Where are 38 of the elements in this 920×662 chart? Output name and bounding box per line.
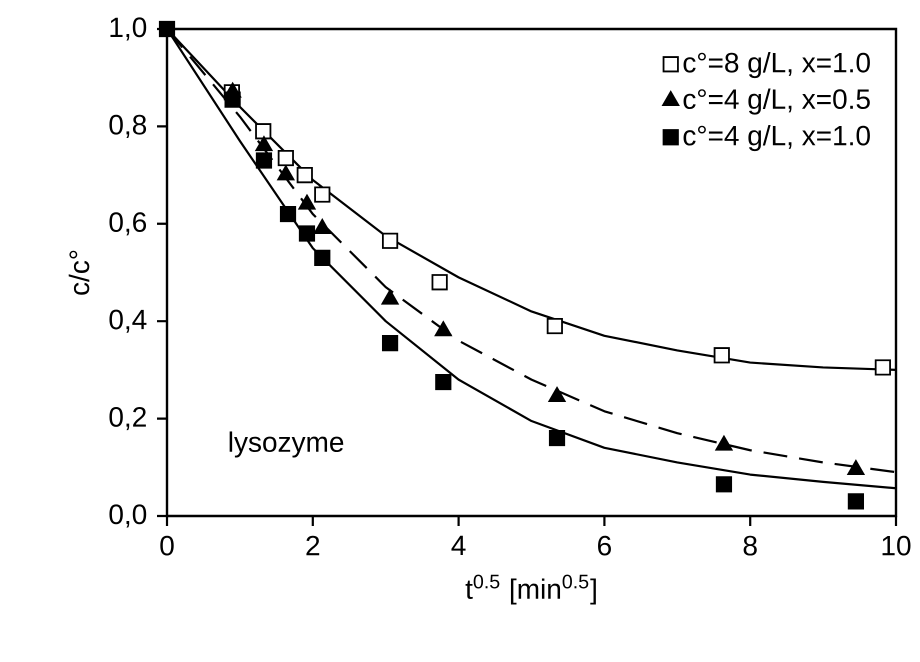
point — [280, 206, 296, 222]
point — [298, 225, 316, 242]
point — [382, 335, 398, 352]
y-tick-label: 0,6 — [109, 212, 146, 236]
y-tick-label: 0,4 — [109, 310, 146, 333]
y-axis-title: c/c° — [68, 250, 90, 295]
point — [158, 20, 176, 38]
y-tick-label: 1,0 — [110, 17, 146, 41]
point — [256, 152, 272, 169]
point — [296, 166, 313, 184]
x-tick-label: 0 — [160, 536, 174, 556]
point — [432, 274, 448, 290]
point — [255, 123, 272, 140]
x-tick-label: 10 — [882, 536, 910, 556]
annotation: lysozyme — [230, 431, 344, 458]
y-tick-label: 0,2 — [109, 407, 146, 430]
point — [314, 250, 330, 266]
point — [382, 232, 398, 249]
point — [874, 359, 891, 376]
legend-label: c°=4 g/L, x=1.0 — [684, 124, 870, 152]
point — [848, 493, 864, 510]
point — [716, 476, 732, 492]
legend-label: c°=4 g/L, x=0.5 — [684, 88, 870, 115]
point — [546, 318, 563, 334]
point — [314, 186, 330, 203]
y-tick-label: 0,8 — [109, 114, 146, 138]
legend-label: c°=8 g/L, x=1.0 — [684, 52, 870, 78]
point — [435, 374, 452, 390]
y-tick-label: 0,0 — [109, 504, 146, 528]
x-tick-label: 4 — [451, 536, 466, 555]
x-tick-label: 2 — [306, 536, 320, 556]
point — [278, 150, 294, 166]
x-tick-label: 8 — [744, 536, 757, 556]
point — [548, 430, 566, 446]
x-tick-label: 6 — [598, 536, 611, 556]
x-axis-title: t$^{0.5}$ [min$^{0.5}$] — [466, 574, 596, 605]
point — [224, 92, 241, 108]
point — [714, 347, 730, 364]
